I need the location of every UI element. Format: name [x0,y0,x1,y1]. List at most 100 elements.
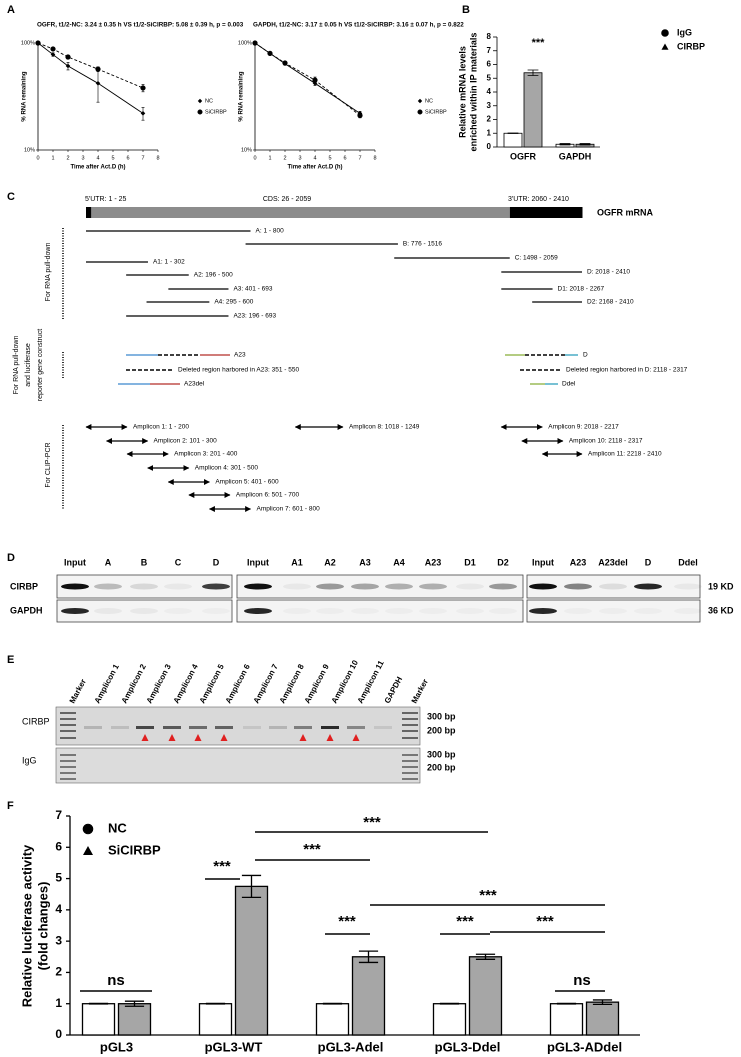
ladder-band [60,718,76,720]
blot-strip [236,574,524,599]
lane-label: A [105,557,112,567]
y-axis-label: enriched within IP materials [468,33,478,152]
y-tick-label: 0 [55,1027,62,1041]
ladder-band [60,772,76,774]
ladder-band [402,724,418,726]
blot-band [351,583,379,590]
error-bar [527,69,539,76]
y-tick-label: 100% [238,40,252,46]
marker [65,63,71,69]
blot-band [316,583,344,590]
blot-strip [56,599,233,623]
blot-band [529,608,557,614]
blot-band [599,608,627,614]
panel-label: E [7,654,14,666]
gel-band [84,726,102,729]
fragment-label: A23: 196 - 693 [233,313,276,320]
x-tick-label: 8 [156,155,159,161]
blot-band [94,608,122,614]
row-label: CIRBP [22,716,50,726]
ladder-band [402,754,418,756]
construct-label: D [583,352,588,359]
ladder-band [402,760,418,762]
marker [95,81,101,86]
x-tick-label: 5 [328,155,331,161]
gel-band [321,726,339,729]
x-tick-label: 4 [96,155,99,161]
blot-band [489,608,517,614]
legend-marker [417,98,423,104]
chart-title: OGFR, t1/2-NC: 3.24 ± 0.35 h VS t1/2-SiC… [37,22,244,29]
bar [523,72,543,148]
marker [95,66,101,72]
x-axis-label: Time after Act.D (h) [287,165,342,171]
blot-band [456,583,484,590]
lane-label: Input [64,557,86,567]
construct-label: Ddel [562,381,576,388]
marker-label: 200 bp [427,725,456,735]
blot-band [489,583,517,590]
ladder-band [402,718,418,720]
error-bar [96,69,100,103]
bar [81,1003,116,1036]
lane-label: A1 [291,557,303,567]
lane-label: Amplicon 8 [278,662,306,705]
bar [432,1003,467,1036]
mrna-region [509,207,583,218]
fragment-label: B: 776 - 1516 [403,241,442,248]
y-tick-label: 5 [487,73,492,82]
blot-band [202,583,230,590]
ladder-band [402,712,418,714]
amplicon-label: Amplicon 10: 2118 - 2317 [569,438,643,445]
lane-label: D1 [464,557,476,567]
amplicon-label: Amplicon 5: 401 - 600 [215,479,279,486]
band-arrowhead [299,734,307,741]
blot-band [316,608,344,614]
blot-band [164,583,192,590]
blot-band [351,608,379,614]
y-tick-label: 10% [241,147,252,153]
blot-band [529,583,557,590]
x-tick-label: 7 [358,155,361,161]
fragment-label: A4: 295 - 600 [214,299,253,306]
x-tick-label: pGL3-WT [205,1039,263,1054]
lane-label: Amplicon 6 [224,662,252,705]
annotation: *** [338,913,356,930]
panel-label: B [462,4,470,16]
blot-band [244,608,272,614]
ladder-band [60,712,76,714]
blot-band [202,608,230,614]
error-bar [205,1002,226,1005]
lane-label: Amplicon 9 [303,662,331,705]
lane-label: Amplicon 4 [172,662,200,705]
x-tick-label: 2 [283,155,286,161]
blot-band [283,583,311,590]
blot-strip [56,574,233,599]
blot-band [61,608,89,614]
y-tick-label: 100% [21,40,35,46]
x-tick-label: pGL3-Adel [318,1039,384,1054]
construct-label: A23 [234,352,246,359]
error-bar [322,1002,343,1005]
gel-image [55,706,421,746]
lane-label: Amplicon 11 [356,659,386,705]
lane-label: Ddel [678,557,698,567]
lane-label: C [175,557,182,567]
gel-band [111,726,129,729]
lane-label: A2 [324,557,336,567]
annotation: *** [536,913,554,930]
x-tick-label: 0 [36,155,39,161]
fragment-label: A3: 401 - 693 [233,286,272,293]
marker-label: 200 bp [427,762,456,772]
lane-label: D [213,557,220,567]
y-tick-label: 1 [55,996,62,1010]
error-bar [439,1002,460,1005]
legend-marker [197,109,203,115]
panel-label: F [7,800,14,812]
y-tick-label: 1 [487,128,492,137]
ladder-band [60,737,76,739]
x-axis-label: Time after Act.D (h) [70,165,125,171]
lane-label: Input [247,557,269,567]
band-arrowhead [168,734,176,741]
